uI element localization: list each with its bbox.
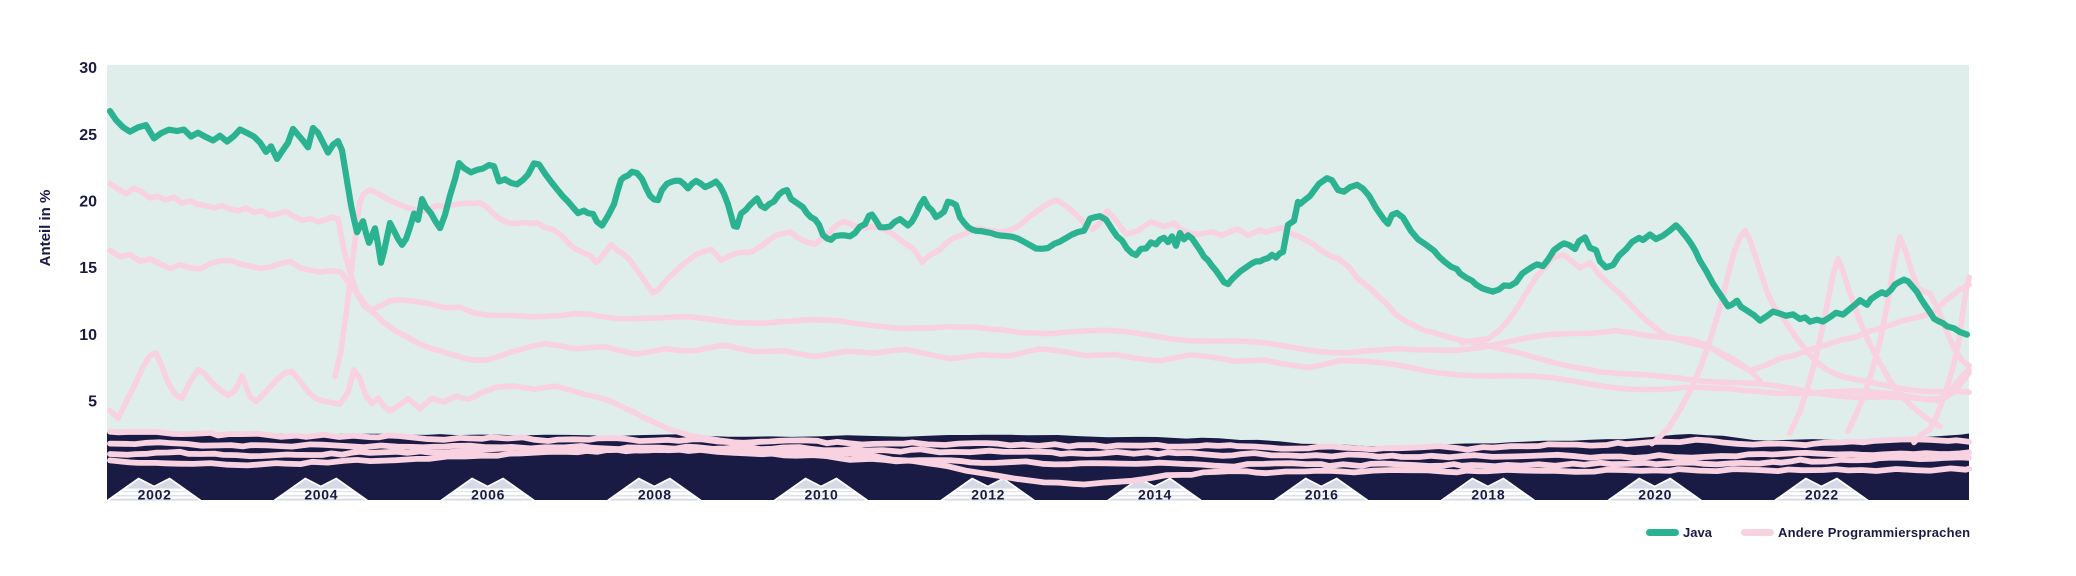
svg-text:20: 20: [79, 194, 97, 211]
svg-text:2010: 2010: [805, 487, 839, 503]
svg-text:10: 10: [79, 327, 97, 344]
svg-text:2018: 2018: [1471, 487, 1505, 503]
svg-text:2004: 2004: [304, 487, 338, 503]
svg-text:2020: 2020: [1638, 487, 1672, 503]
svg-text:Java: Java: [1683, 525, 1713, 540]
svg-text:30: 30: [79, 60, 97, 77]
svg-text:2016: 2016: [1305, 487, 1339, 503]
svg-text:Andere Programmiersprachen: Andere Programmiersprachen: [1778, 525, 1970, 540]
svg-text:5: 5: [88, 394, 97, 411]
svg-text:Anteil in %: Anteil in %: [37, 190, 54, 267]
svg-text:2008: 2008: [638, 487, 672, 503]
svg-text:25: 25: [79, 127, 97, 144]
svg-text:2006: 2006: [471, 487, 505, 503]
svg-text:2002: 2002: [138, 487, 172, 503]
svg-text:15: 15: [79, 260, 97, 277]
svg-text:2014: 2014: [1138, 487, 1172, 503]
svg-text:2022: 2022: [1805, 487, 1839, 503]
svg-text:2012: 2012: [971, 487, 1005, 503]
